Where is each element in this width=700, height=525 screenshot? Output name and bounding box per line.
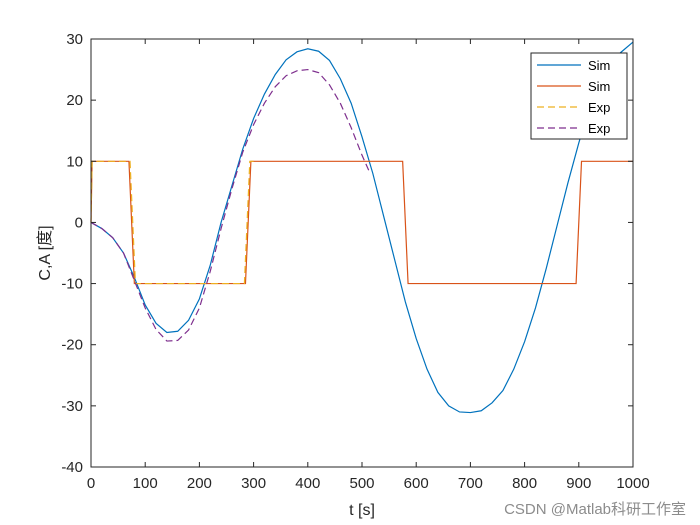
x-tick-label: 500	[349, 475, 374, 492]
y-tick-label: -30	[61, 398, 83, 415]
series-line-1	[90, 41, 634, 414]
legend-label: Sim	[588, 79, 610, 94]
x-tick-label: 800	[512, 475, 537, 492]
x-tick-label: 300	[241, 475, 266, 492]
y-tick-label: 30	[66, 31, 83, 48]
x-tick-label: 0	[87, 475, 95, 492]
y-tick-label: -10	[61, 276, 83, 293]
legend-label: Exp	[588, 100, 610, 115]
legend-box	[530, 52, 628, 140]
x-tick-label: 1000	[616, 475, 649, 492]
x-tick-label: 900	[566, 475, 591, 492]
x-tick-label: 600	[404, 475, 429, 492]
x-tick-label: 400	[295, 475, 320, 492]
y-tick-label: -20	[61, 337, 83, 354]
y-tick-label: -40	[61, 459, 83, 476]
x-tick-label: 100	[133, 475, 158, 492]
y-tick-label: 0	[75, 214, 83, 231]
y-tick-label: 20	[66, 92, 83, 109]
x-tick-label: 200	[187, 475, 212, 492]
ticks-layer: 0 100 200 300 400 500 600 700 800 900 1000-40-30-2…	[61, 31, 649, 492]
watermark: CSDN @Matlab科研工作室	[504, 501, 686, 518]
legend-label: Sim	[588, 58, 610, 73]
legend-label: Exp	[588, 121, 610, 136]
y-tick-label: 10	[66, 153, 83, 170]
legend: Sim Sim Exp Exp	[530, 52, 628, 140]
x-tick-label: 700	[458, 475, 483, 492]
x-axis-label: t [s]	[349, 502, 375, 519]
y-axis-label: C,A [度]	[36, 225, 54, 280]
series-line-4	[90, 68, 371, 342]
